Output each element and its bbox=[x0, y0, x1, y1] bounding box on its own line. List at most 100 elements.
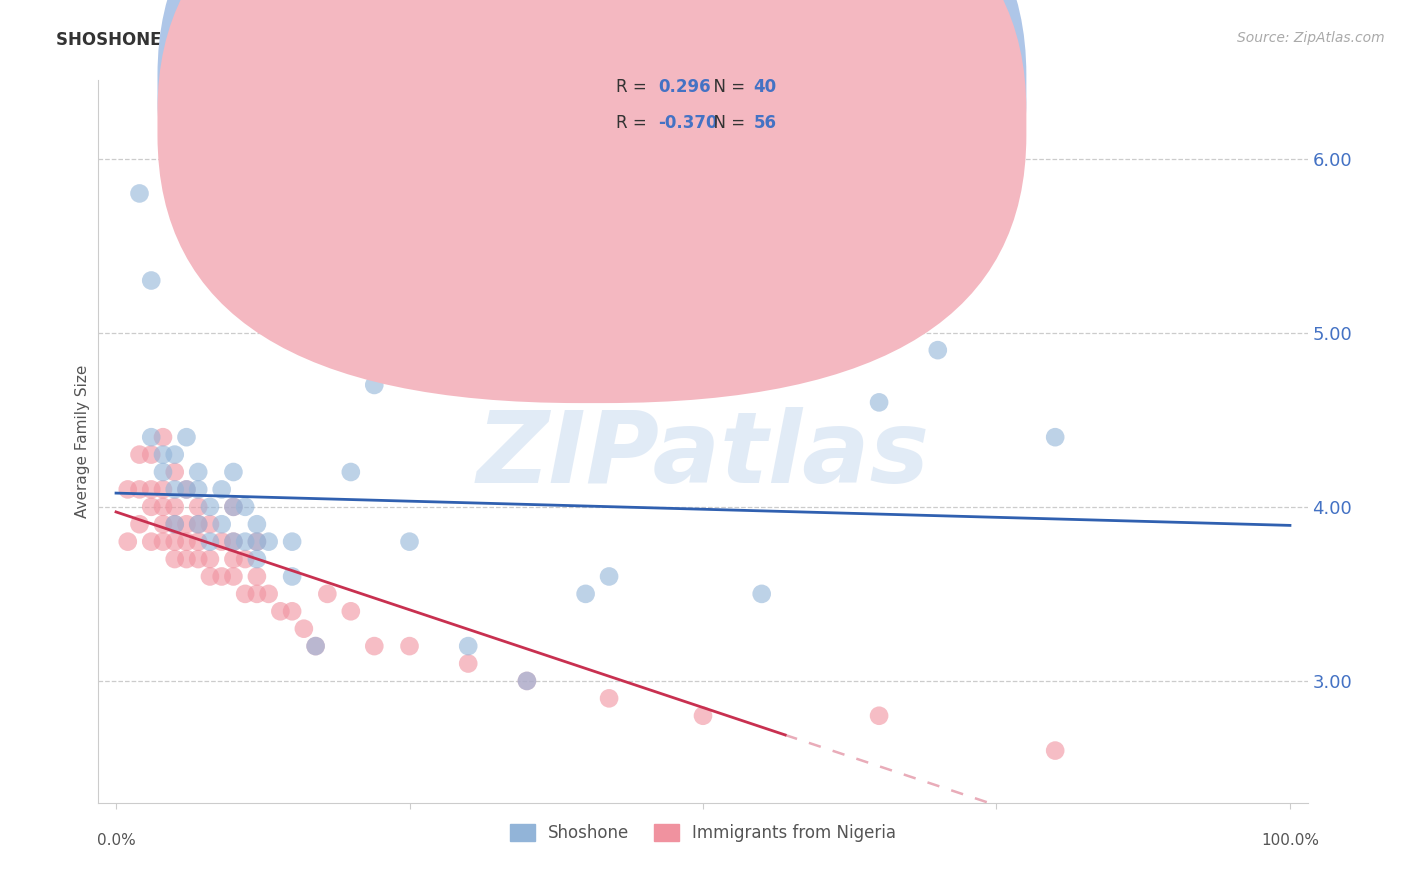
Text: Source: ZipAtlas.com: Source: ZipAtlas.com bbox=[1237, 31, 1385, 45]
Point bbox=[1043, 430, 1066, 444]
Point bbox=[117, 534, 139, 549]
Text: N =: N = bbox=[703, 114, 751, 132]
Point bbox=[692, 708, 714, 723]
Text: 56: 56 bbox=[754, 114, 776, 132]
Point bbox=[598, 691, 620, 706]
Point bbox=[340, 604, 363, 618]
Point bbox=[222, 500, 245, 514]
Point bbox=[927, 343, 949, 358]
Point bbox=[211, 534, 233, 549]
Point bbox=[281, 604, 304, 618]
Point bbox=[516, 673, 538, 688]
Point bbox=[257, 587, 280, 601]
Point bbox=[363, 639, 385, 653]
Text: R =: R = bbox=[616, 78, 652, 96]
Point bbox=[246, 587, 269, 601]
Point bbox=[257, 534, 280, 549]
Point bbox=[198, 569, 221, 583]
Point bbox=[211, 483, 233, 497]
Text: 100.0%: 100.0% bbox=[1261, 833, 1319, 848]
Point bbox=[198, 552, 221, 566]
Point bbox=[163, 500, 186, 514]
Point bbox=[398, 534, 420, 549]
Point bbox=[152, 517, 174, 532]
Point bbox=[222, 569, 245, 583]
Text: 0.0%: 0.0% bbox=[97, 833, 135, 848]
Point bbox=[222, 534, 245, 549]
Point bbox=[176, 552, 198, 566]
Point bbox=[281, 569, 304, 583]
Point bbox=[163, 552, 186, 566]
Point bbox=[340, 465, 363, 479]
Point bbox=[141, 483, 163, 497]
Point bbox=[152, 483, 174, 497]
Y-axis label: Average Family Size: Average Family Size bbox=[75, 365, 90, 518]
Point bbox=[128, 186, 150, 201]
Point bbox=[868, 708, 890, 723]
Point bbox=[292, 622, 315, 636]
Point bbox=[187, 552, 209, 566]
Point bbox=[152, 430, 174, 444]
Point bbox=[141, 273, 163, 287]
Point bbox=[457, 639, 479, 653]
Text: R =: R = bbox=[616, 114, 652, 132]
Point bbox=[246, 552, 269, 566]
Point bbox=[1043, 743, 1066, 757]
Point bbox=[198, 500, 221, 514]
Point bbox=[128, 483, 150, 497]
Point bbox=[457, 657, 479, 671]
Point bbox=[868, 395, 890, 409]
Point bbox=[304, 639, 326, 653]
Point bbox=[233, 500, 256, 514]
Point bbox=[163, 534, 186, 549]
Point bbox=[281, 534, 304, 549]
Point bbox=[222, 552, 245, 566]
Point bbox=[128, 448, 150, 462]
Point bbox=[176, 483, 198, 497]
Point bbox=[246, 534, 269, 549]
Point bbox=[222, 500, 245, 514]
Point bbox=[246, 534, 269, 549]
Point bbox=[246, 569, 269, 583]
Point bbox=[187, 534, 209, 549]
Point bbox=[398, 639, 420, 653]
Point bbox=[598, 569, 620, 583]
Point bbox=[575, 587, 598, 601]
Point bbox=[233, 587, 256, 601]
Point bbox=[176, 517, 198, 532]
Point bbox=[141, 500, 163, 514]
Text: -0.370: -0.370 bbox=[658, 114, 717, 132]
Point bbox=[222, 465, 245, 479]
Legend: Shoshone, Immigrants from Nigeria: Shoshone, Immigrants from Nigeria bbox=[503, 817, 903, 848]
Point bbox=[128, 517, 150, 532]
Text: SHOSHONE VS IMMIGRANTS FROM NIGERIA AVERAGE FAMILY SIZE CORRELATION CHART: SHOSHONE VS IMMIGRANTS FROM NIGERIA AVER… bbox=[56, 31, 879, 49]
Point bbox=[152, 448, 174, 462]
Point bbox=[152, 500, 174, 514]
Point bbox=[233, 534, 256, 549]
Point bbox=[198, 534, 221, 549]
Text: 0.296: 0.296 bbox=[658, 78, 710, 96]
Point bbox=[176, 483, 198, 497]
Point bbox=[516, 673, 538, 688]
Point bbox=[163, 465, 186, 479]
Point bbox=[211, 569, 233, 583]
Point bbox=[187, 483, 209, 497]
Point bbox=[233, 552, 256, 566]
Point bbox=[304, 639, 326, 653]
Point bbox=[222, 534, 245, 549]
Point bbox=[269, 604, 291, 618]
Point bbox=[187, 500, 209, 514]
Point bbox=[141, 534, 163, 549]
Point bbox=[176, 430, 198, 444]
Text: 40: 40 bbox=[754, 78, 776, 96]
Point bbox=[117, 483, 139, 497]
Point bbox=[246, 517, 269, 532]
Point bbox=[152, 465, 174, 479]
Point bbox=[141, 448, 163, 462]
Point bbox=[187, 517, 209, 532]
Point bbox=[141, 430, 163, 444]
Point bbox=[316, 587, 339, 601]
Point bbox=[211, 517, 233, 532]
Point bbox=[163, 517, 186, 532]
Point bbox=[176, 534, 198, 549]
